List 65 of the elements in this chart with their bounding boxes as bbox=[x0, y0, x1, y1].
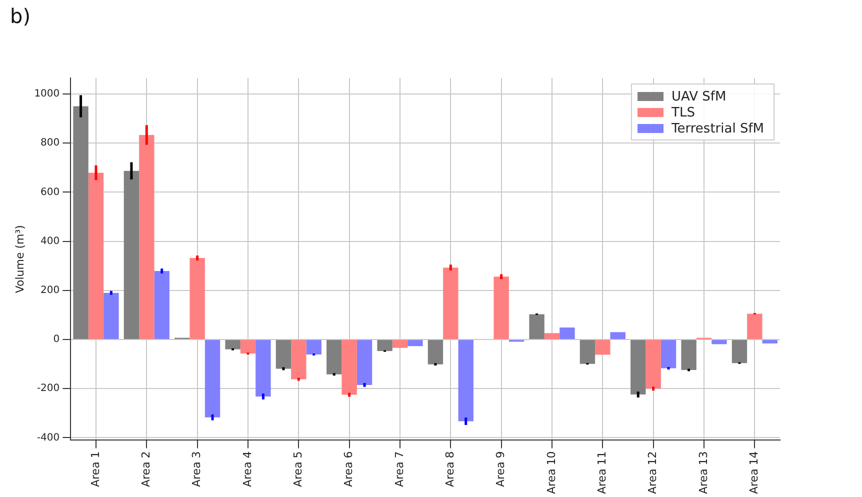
bar bbox=[392, 340, 408, 348]
bar bbox=[747, 314, 762, 340]
y-tick-label: 800 bbox=[40, 138, 60, 149]
x-tick-label: Area 8 bbox=[444, 451, 457, 488]
y-tick-label: -200 bbox=[36, 383, 60, 394]
legend-label: TLS bbox=[670, 105, 695, 120]
x-tick-label: Area 4 bbox=[240, 451, 254, 488]
x-tick-label: Area 13 bbox=[696, 451, 710, 494]
x-tick-label: Area 2 bbox=[140, 451, 153, 488]
bar bbox=[73, 106, 88, 340]
bar bbox=[139, 134, 154, 340]
x-tick-label: Area 5 bbox=[292, 451, 305, 488]
legend-label: Terrestrial SfM bbox=[670, 121, 764, 136]
x-tick-label: Area 12 bbox=[646, 451, 660, 494]
bar bbox=[356, 340, 372, 385]
bar bbox=[154, 271, 170, 340]
y-tick-label: 0 bbox=[53, 334, 60, 346]
x-tick-label: Area 10 bbox=[544, 451, 558, 494]
x-tick-label: Area 9 bbox=[494, 451, 508, 488]
x-tick-label: Area 3 bbox=[190, 451, 204, 488]
bar bbox=[595, 340, 610, 355]
bar bbox=[560, 327, 575, 340]
bar bbox=[291, 340, 306, 380]
bar bbox=[494, 276, 509, 340]
bar bbox=[428, 340, 444, 364]
bar bbox=[458, 340, 474, 422]
bar bbox=[88, 172, 104, 340]
y-tick-label: -400 bbox=[36, 432, 60, 444]
bar bbox=[580, 340, 596, 364]
bar bbox=[124, 170, 140, 340]
legend-label: UAV SfM bbox=[672, 89, 726, 104]
bar bbox=[732, 340, 748, 364]
bar bbox=[342, 340, 357, 395]
bar bbox=[204, 340, 220, 418]
y-tick-label: 400 bbox=[40, 236, 60, 247]
y-tick-label: 1000 bbox=[34, 88, 60, 100]
bar bbox=[660, 340, 676, 368]
bar bbox=[712, 340, 727, 344]
bar bbox=[544, 333, 560, 340]
chart-title: b) bbox=[10, 4, 30, 28]
bar bbox=[104, 292, 119, 340]
bar bbox=[377, 340, 392, 352]
bar bbox=[276, 340, 292, 369]
x-tick-label: Area 7 bbox=[392, 451, 406, 488]
x-tick-label: Area 11 bbox=[596, 451, 609, 494]
bar bbox=[190, 258, 205, 340]
bar bbox=[630, 340, 646, 395]
bar bbox=[256, 340, 271, 396]
bar bbox=[225, 340, 240, 350]
bar bbox=[762, 340, 778, 344]
bar bbox=[443, 268, 458, 340]
bar bbox=[610, 332, 626, 340]
x-tick-label: Area 6 bbox=[342, 451, 356, 488]
x-tick-label: Area 1 bbox=[88, 451, 102, 488]
y-tick-label: 200 bbox=[40, 285, 60, 296]
bar bbox=[681, 340, 696, 370]
y-tick-label: 600 bbox=[40, 186, 60, 198]
bar bbox=[408, 340, 423, 346]
y-axis-title: Volume (m³) bbox=[13, 225, 26, 294]
bar bbox=[306, 340, 322, 354]
bar bbox=[529, 314, 544, 340]
x-tick-label: Area 14 bbox=[748, 451, 761, 494]
bar bbox=[240, 340, 256, 354]
bar bbox=[646, 340, 661, 389]
bar bbox=[326, 340, 342, 374]
